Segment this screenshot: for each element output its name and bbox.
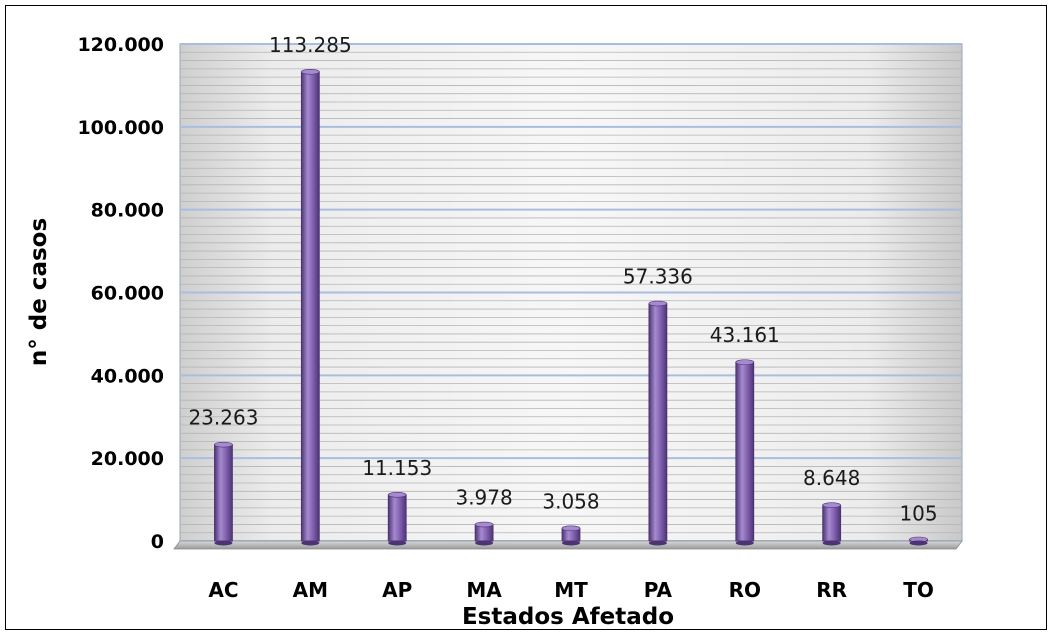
y-axis-title: n° de casos (26, 218, 52, 366)
y-tick-label: 120.000 (77, 34, 164, 56)
bar-top (301, 69, 320, 75)
bar (214, 444, 233, 542)
y-tick-label: 80.000 (91, 200, 164, 222)
bar (300, 71, 320, 542)
bar-top (214, 441, 233, 448)
x-tick-label: RO (729, 578, 761, 602)
bar-top (387, 492, 407, 498)
x-tick-label: MA (466, 578, 502, 602)
data-label: 8.648 (803, 466, 860, 490)
data-label: 105 (899, 502, 937, 526)
chart-frame (5, 5, 1047, 630)
bar (387, 494, 407, 542)
y-tick-label: 20.000 (91, 448, 164, 470)
x-tick-label: PA (644, 578, 673, 602)
bar-top (822, 502, 841, 508)
bar-top (648, 300, 668, 307)
x-tick-label: RR (816, 578, 847, 602)
x-tick-label: AM (293, 578, 328, 602)
bar-base (214, 540, 233, 546)
data-label: 23.263 (188, 406, 258, 430)
bar-base (562, 540, 580, 546)
bar-base (909, 540, 928, 546)
data-label: 11.153 (362, 456, 432, 480)
x-axis-ticks: AC AM AP MA MT PA RO RR TO (208, 578, 934, 602)
y-tick-label: 60.000 (91, 283, 164, 305)
bar-base (735, 540, 754, 546)
data-label: 3.058 (542, 489, 599, 513)
x-tick-label: AP (382, 578, 412, 602)
x-tick-label: MT (554, 578, 588, 602)
bar-base (388, 540, 407, 546)
bar (648, 303, 668, 542)
data-label: 113.285 (269, 33, 352, 57)
bar-top (735, 359, 755, 366)
x-axis-title: Estados Afetado (462, 604, 674, 630)
bar-base (648, 540, 667, 546)
bar (822, 504, 842, 542)
bar-base (301, 540, 320, 546)
bars (214, 69, 928, 546)
y-axis-ticks: 0 20.000 40.000 60.000 80.000 100.000 120.000 (77, 34, 164, 553)
y-tick-label: 40.000 (91, 365, 164, 387)
x-tick-label: AC (208, 578, 238, 602)
data-label: 43.161 (710, 323, 780, 347)
data-labels: 23.263 113.285 11.153 3.978 3.058 57.336 43.16… (188, 33, 937, 526)
bar-base (822, 540, 841, 546)
y-tick-label: 0 (151, 531, 164, 553)
data-label: 57.336 (623, 265, 693, 289)
data-label: 3.978 (455, 486, 512, 510)
bar-top (561, 525, 581, 532)
bar (735, 361, 755, 542)
x-tick-label: TO (903, 578, 934, 602)
bar-top (474, 521, 494, 528)
y-tick-label: 100.000 (77, 117, 164, 139)
bar-base (475, 540, 494, 546)
